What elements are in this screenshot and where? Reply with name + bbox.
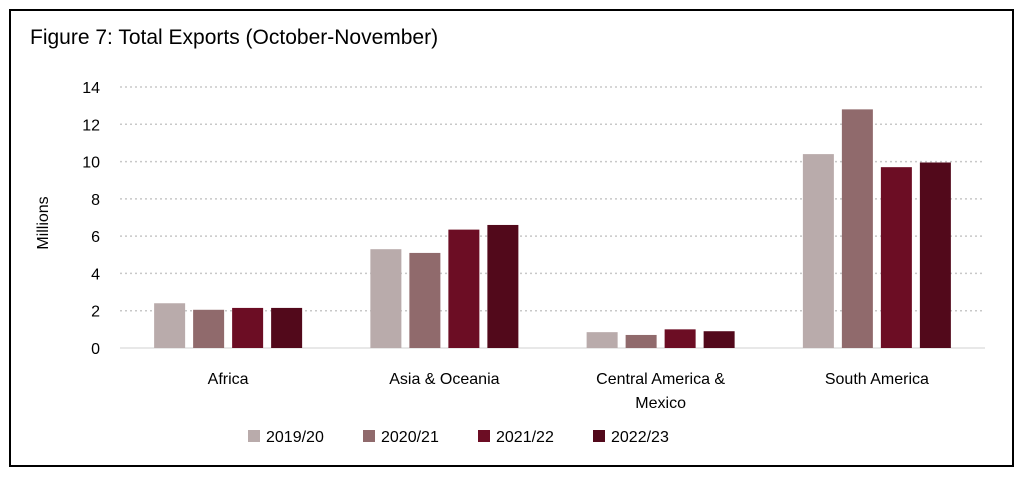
bar-2021-22 [448,229,480,348]
y-tick-label: 14 [82,80,100,97]
bar-2019-20 [586,332,618,348]
y-tick-label: 12 [82,117,100,134]
y-tick-label: 0 [91,341,100,358]
bar-2021-22 [664,329,696,348]
bar-2022-23 [271,307,303,348]
legend-swatch [363,430,375,442]
legend-label: 2019/20 [266,429,324,446]
bar-2021-22 [232,307,264,348]
chart-title: Figure 7: Total Exports (October-Novembe… [30,26,439,49]
legend-swatch [248,430,260,442]
category-labels: Africa Asia & Oceania Central America & Mex… [208,371,929,412]
bar-2019-20 [802,154,834,348]
y-axis-ticks: 0 2 4 6 8 10 12 14 [82,80,100,358]
bar-2022-23 [487,224,519,348]
legend-label: 2021/22 [496,429,554,446]
bars [154,109,951,348]
bar-2022-23 [919,162,951,348]
category-label: Asia & Oceania [389,371,499,388]
category-label: Central America & Mexico [596,371,725,412]
y-tick-label: 4 [91,266,100,283]
bar-2020-21 [841,109,873,348]
bar-2020-21 [193,309,225,348]
y-tick-label: 8 [91,192,100,209]
legend-swatch [593,430,605,442]
bar-2020-21 [409,252,441,348]
y-tick-label: 10 [82,155,100,172]
bar-2019-20 [154,303,186,348]
legend-label: 2022/23 [611,429,669,446]
gridlines [120,86,985,349]
legend-label: 2020/21 [381,429,439,446]
bar-2020-21 [625,334,657,348]
category-label: South America [825,371,929,388]
y-tick-label: 2 [91,304,100,321]
bar-2019-20 [370,249,402,348]
bar-2021-22 [880,167,912,348]
bar-2022-23 [703,331,735,348]
category-label: Africa [208,371,249,388]
y-axis-label: Millions [35,196,52,249]
y-tick-label: 6 [91,229,100,246]
legend-swatch [478,430,490,442]
legend: 2019/20 2020/21 2021/22 2022/23 [248,429,669,446]
